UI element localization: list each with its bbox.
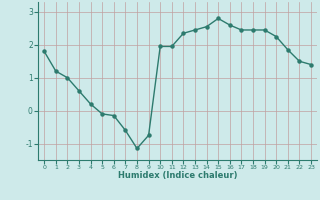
X-axis label: Humidex (Indice chaleur): Humidex (Indice chaleur) (118, 171, 237, 180)
